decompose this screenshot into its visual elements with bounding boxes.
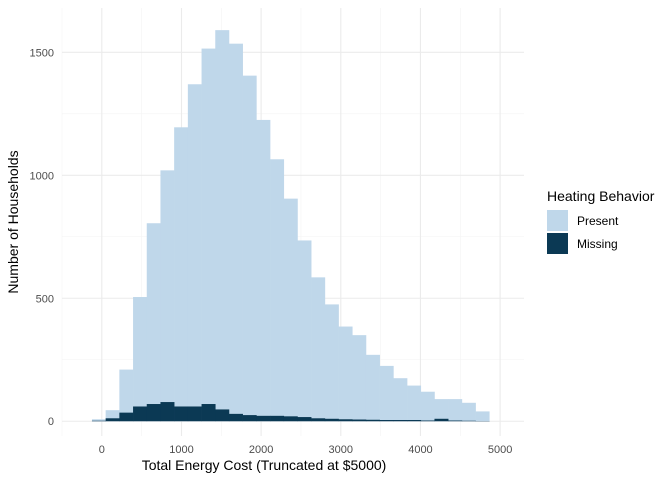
- bar-missing: [380, 420, 394, 421]
- bar-missing: [352, 420, 366, 422]
- bar-missing: [311, 418, 325, 421]
- x-tick-label: 0: [99, 444, 105, 456]
- legend-title: Heating Behavior: [547, 188, 655, 204]
- bar-present: [421, 392, 435, 422]
- y-tick-label: 1500: [30, 47, 54, 59]
- bar-present: [188, 84, 202, 421]
- bar-present: [352, 335, 366, 421]
- y-axis-title: Number of Households: [5, 150, 21, 293]
- bar-present: [325, 304, 339, 421]
- bar-missing: [188, 406, 202, 421]
- bar-missing: [366, 420, 380, 421]
- legend-label-missing: Missing: [577, 237, 618, 251]
- bar-present: [393, 378, 407, 421]
- legend-swatch-present: [547, 210, 568, 231]
- bar-missing: [270, 416, 284, 421]
- x-tick-label: 3000: [329, 444, 353, 456]
- bar-present: [448, 399, 462, 421]
- x-tick-label: 4000: [408, 444, 432, 456]
- bar-missing: [243, 415, 257, 421]
- bar-missing: [284, 416, 298, 421]
- bar-present: [462, 403, 476, 421]
- bar-missing: [256, 416, 270, 421]
- bar-present: [476, 411, 490, 421]
- bars-layer: [92, 30, 490, 421]
- x-tick-label: 2000: [249, 444, 273, 456]
- legend: Heating Behavior Present Missing: [547, 188, 655, 254]
- bar-present: [407, 386, 421, 422]
- bar-missing: [202, 404, 216, 421]
- bar-present: [133, 297, 147, 421]
- bar-present: [160, 170, 174, 421]
- bar-present: [229, 44, 243, 422]
- x-axis-title: Total Energy Cost (Truncated at $5000): [142, 457, 387, 473]
- bar-present: [366, 355, 380, 421]
- bar-present: [284, 199, 298, 422]
- legend-items: Present Missing: [547, 210, 619, 254]
- bar-missing: [434, 419, 448, 421]
- bar-present: [174, 127, 188, 421]
- bar-present: [297, 240, 311, 421]
- bar-present: [243, 76, 257, 422]
- bar-present: [256, 120, 270, 421]
- bar-missing: [339, 419, 353, 421]
- bar-missing: [119, 413, 133, 422]
- bar-present: [311, 277, 325, 421]
- bar-present: [202, 49, 216, 422]
- bar-present: [270, 159, 284, 421]
- y-tick-label: 500: [36, 293, 54, 305]
- bar-missing: [297, 417, 311, 421]
- bar-present: [380, 366, 394, 421]
- bar-present: [147, 223, 161, 421]
- legend-swatch-missing: [547, 233, 568, 254]
- bar-present: [434, 399, 448, 421]
- x-tick-label: 5000: [488, 444, 512, 456]
- bar-missing: [215, 409, 229, 421]
- bar-missing: [421, 421, 435, 422]
- bar-present: [339, 327, 353, 422]
- bar-missing: [174, 406, 188, 421]
- bar-missing: [133, 406, 147, 421]
- bar-missing: [160, 402, 174, 421]
- bar-missing: [325, 419, 339, 421]
- legend-label-present: Present: [577, 214, 619, 228]
- bar-missing: [448, 421, 462, 422]
- bar-missing: [147, 404, 161, 421]
- x-tick-label: 1000: [169, 444, 193, 456]
- bar-present: [215, 30, 229, 421]
- y-tick-label: 0: [48, 416, 54, 428]
- bar-missing: [229, 414, 243, 421]
- y-tick-label: 1000: [30, 170, 54, 182]
- bar-missing: [393, 420, 407, 421]
- bar-missing: [407, 420, 421, 421]
- bar-missing: [106, 418, 120, 421]
